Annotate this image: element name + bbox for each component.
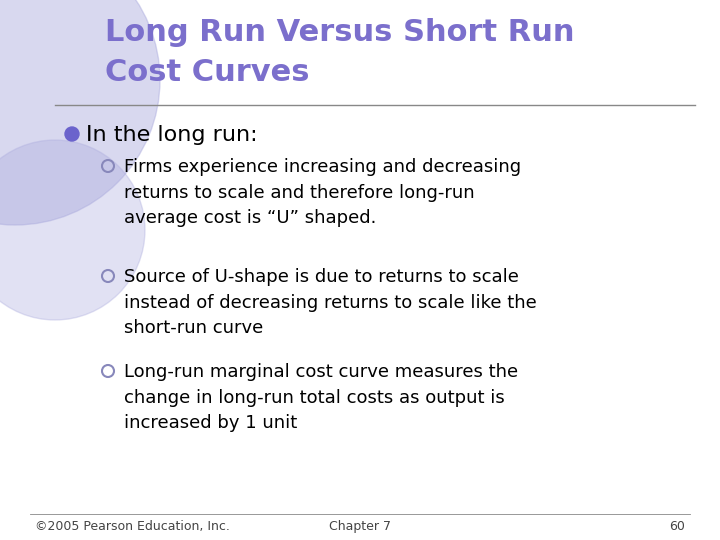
Text: Long Run Versus Short Run: Long Run Versus Short Run [105,18,575,47]
Text: Chapter 7: Chapter 7 [329,520,391,533]
Text: 60: 60 [669,520,685,533]
Text: Long-run marginal cost curve measures the
change in long-run total costs as outp: Long-run marginal cost curve measures th… [124,363,518,433]
Text: ©2005 Pearson Education, Inc.: ©2005 Pearson Education, Inc. [35,520,230,533]
Circle shape [0,140,145,320]
Text: Source of U-shape is due to returns to scale
instead of decreasing returns to sc: Source of U-shape is due to returns to s… [124,268,536,338]
Text: In the long run:: In the long run: [86,125,258,145]
Text: Cost Curves: Cost Curves [105,58,310,87]
Circle shape [0,0,160,225]
Text: Firms experience increasing and decreasing
returns to scale and therefore long-r: Firms experience increasing and decreasi… [124,158,521,227]
Circle shape [65,127,79,141]
